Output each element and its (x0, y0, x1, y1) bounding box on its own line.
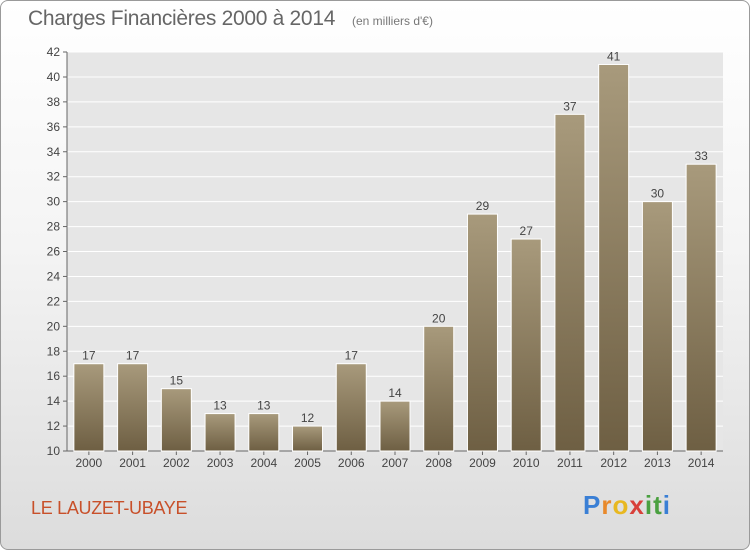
y-tick-label: 36 (47, 120, 61, 134)
data-label-2000: 17 (82, 349, 96, 363)
bar-2001 (117, 363, 149, 452)
logo-letter: r (601, 490, 613, 520)
data-label-2010: 27 (520, 224, 534, 238)
y-tick-label: 34 (47, 145, 61, 159)
y-tick-label: 16 (47, 369, 61, 383)
data-label-2014: 33 (694, 149, 708, 163)
x-tick-label: 2011 (557, 456, 583, 470)
bar-2011 (554, 113, 586, 452)
data-label-2001: 17 (126, 349, 140, 363)
y-tick-label: 30 (47, 195, 61, 209)
y-tick-label: 32 (47, 170, 61, 184)
x-tick-label: 2014 (688, 456, 715, 470)
x-tick-label: 2000 (76, 456, 103, 470)
data-label-2002: 15 (170, 374, 184, 388)
y-tick-label: 40 (47, 70, 61, 84)
y-tick-label: 18 (47, 344, 61, 358)
bar-2012 (598, 63, 630, 452)
data-label-2013: 30 (651, 187, 665, 201)
data-label-2009: 29 (476, 199, 490, 213)
bar-2005 (292, 425, 324, 452)
y-tick-label: 12 (47, 419, 61, 433)
bar-2013 (641, 201, 673, 452)
chart-title: Charges Financières 2000 à 2014 (28, 7, 336, 30)
y-tick-label: 22 (47, 294, 61, 308)
x-tick-label: 2005 (294, 456, 321, 470)
logo-letter: i (662, 490, 671, 520)
bar-2009 (466, 213, 498, 452)
bars-layer: 17 17 15 13 13 12 17 14 20 29 27 37 41 30 33 (73, 49, 717, 452)
x-tick-label: 2004 (250, 456, 277, 470)
y-tick-label: 10 (47, 444, 61, 458)
bar-2006 (335, 363, 367, 452)
bar-2007 (379, 400, 411, 452)
y-tick-label: 14 (47, 394, 61, 408)
x-tick-label: 2007 (382, 456, 409, 470)
data-label-2008: 20 (432, 311, 446, 325)
y-tick-label: 38 (47, 95, 61, 109)
x-tick-label: 2009 (469, 456, 496, 470)
x-tick-label: 2001 (119, 456, 146, 470)
y-tick-label: 28 (47, 220, 61, 234)
data-label-2005: 12 (301, 411, 315, 425)
x-tick-label: 2003 (207, 456, 234, 470)
y-tick-label: 20 (47, 319, 61, 333)
x-tick-label: 2012 (600, 456, 627, 470)
x-tick-label: 2002 (163, 456, 190, 470)
x-tick-label: 2008 (425, 456, 452, 470)
proxiti-logo: Proxiti (583, 490, 671, 521)
bar-2004 (248, 413, 280, 452)
chart-subtitle: (en milliers d'€) (352, 14, 433, 28)
bar-2010 (510, 238, 542, 452)
data-label-2007: 14 (388, 386, 402, 400)
x-tick-label: 2010 (513, 456, 540, 470)
x-tick-label: 2013 (644, 456, 671, 470)
bar-2008 (423, 325, 455, 452)
data-label-2003: 13 (213, 399, 227, 413)
y-tick-label: 24 (47, 269, 61, 283)
logo-letter: t (653, 490, 663, 520)
x-tick-label: 2006 (338, 456, 365, 470)
data-label-2012: 41 (607, 49, 621, 63)
data-label-2011: 37 (563, 99, 577, 113)
bar-2000 (73, 363, 105, 452)
logo-letter: i (644, 490, 654, 520)
logo-letter: P (583, 490, 602, 520)
y-tick-label: 42 (47, 45, 61, 59)
y-tick-label: 26 (47, 245, 61, 259)
location-label: LE LAUZET-UBAYE (31, 498, 188, 518)
data-label-2004: 13 (257, 399, 271, 413)
bar-2003 (204, 413, 236, 452)
logo-letter: o (612, 490, 630, 520)
bar-2014 (685, 163, 717, 452)
bar-2002 (160, 388, 192, 452)
data-label-2006: 17 (345, 349, 359, 363)
logo-letter: x (629, 490, 645, 520)
